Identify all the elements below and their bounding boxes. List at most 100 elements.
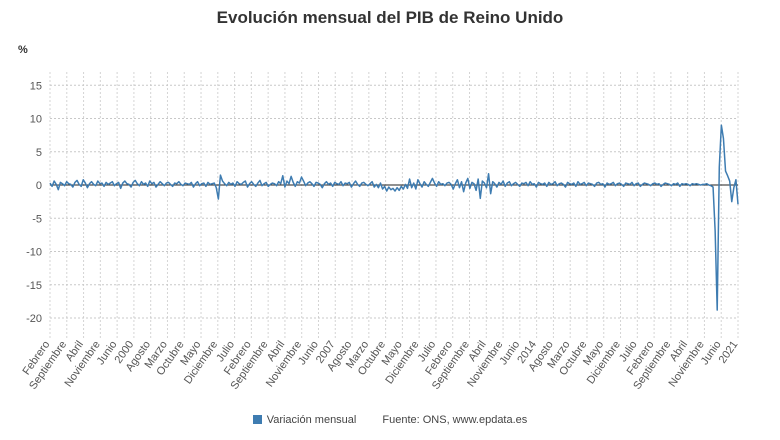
data-point: [590, 183, 591, 184]
data-point: [544, 182, 545, 183]
data-point: [328, 184, 329, 185]
data-point: [646, 183, 647, 184]
data-point: [679, 186, 680, 187]
data-point: [617, 183, 618, 184]
data-point: [688, 184, 689, 185]
data-point: [663, 184, 664, 185]
data-point: [170, 184, 171, 185]
data-point: [295, 186, 296, 187]
data-point: [209, 184, 210, 185]
data-point: [390, 189, 391, 190]
data-point: [569, 183, 570, 184]
data-point: [139, 185, 140, 186]
data-point: [467, 178, 468, 179]
data-point: [261, 185, 262, 186]
data-point: [627, 183, 628, 184]
y-tick-label: -15: [26, 280, 42, 292]
data-point: [205, 186, 206, 187]
data-point: [455, 183, 456, 184]
data-point: [74, 182, 75, 183]
data-point: [378, 187, 379, 188]
data-point: [255, 186, 256, 187]
data-point: [143, 184, 144, 185]
data-point: [525, 182, 526, 183]
data-point: [232, 182, 233, 183]
data-point: [725, 170, 726, 171]
data-point: [492, 181, 493, 182]
data-point: [336, 183, 337, 184]
horizontal-gridlines: [50, 84, 738, 319]
data-point: [667, 183, 668, 184]
data-point: [106, 182, 107, 183]
data-point: [222, 180, 223, 181]
data-point: [103, 186, 104, 187]
data-point: [345, 182, 346, 183]
data-point: [399, 190, 400, 191]
data-point: [172, 186, 173, 187]
data-point: [141, 181, 142, 182]
data-point: [51, 186, 52, 187]
data-point: [164, 185, 165, 186]
data-point: [367, 185, 368, 186]
data-point: [644, 182, 645, 183]
data-point: [606, 182, 607, 183]
data-point: [214, 182, 215, 183]
data-point: [79, 184, 80, 185]
data-point: [326, 181, 327, 182]
data-point: [272, 182, 273, 183]
data-point: [496, 186, 497, 187]
data-point: [565, 186, 566, 187]
data-point: [307, 182, 308, 183]
data-point: [359, 186, 360, 187]
data-point: [550, 184, 551, 185]
data-point: [708, 184, 709, 185]
data-point: [303, 180, 304, 181]
data-point: [532, 184, 533, 185]
data-point: [451, 184, 452, 185]
data-point: [257, 182, 258, 183]
data-point: [268, 186, 269, 187]
data-point: [405, 184, 406, 185]
data-point: [409, 178, 410, 179]
data-point: [187, 183, 188, 184]
y-tick-label: 15: [30, 80, 42, 92]
data-point: [706, 183, 707, 184]
data-point: [731, 201, 732, 202]
data-point: [251, 181, 252, 182]
data-point: [648, 184, 649, 185]
data-point: [642, 184, 643, 185]
data-point: [118, 182, 119, 183]
data-point: [719, 167, 720, 168]
data-point: [54, 180, 55, 181]
data-point: [324, 183, 325, 184]
legend-series-label: Variación mensual: [266, 414, 357, 426]
data-point: [604, 186, 605, 187]
vertical-gridlines: [49, 72, 739, 338]
data-point: [239, 183, 240, 184]
data-point: [554, 181, 555, 182]
data-point: [351, 186, 352, 187]
data-point: [126, 183, 127, 184]
data-point: [112, 181, 113, 182]
data-point: [288, 183, 289, 184]
data-point: [228, 182, 229, 183]
data-point: [432, 178, 433, 179]
data-point: [347, 183, 348, 184]
data-point: [122, 182, 123, 183]
data-point: [309, 181, 310, 182]
data-point: [488, 173, 489, 174]
data-point: [68, 183, 69, 184]
data-point: [507, 182, 508, 183]
data-point: [280, 183, 281, 184]
data-point: [486, 187, 487, 188]
data-point: [509, 181, 510, 182]
legend-swatch: [252, 415, 262, 424]
data-point: [116, 183, 117, 184]
data-point: [151, 183, 152, 184]
data-point: [60, 182, 61, 183]
data-point: [301, 176, 302, 177]
data-point: [270, 184, 271, 185]
data-point: [434, 182, 435, 183]
data-point: [363, 182, 364, 183]
data-point: [613, 182, 614, 183]
